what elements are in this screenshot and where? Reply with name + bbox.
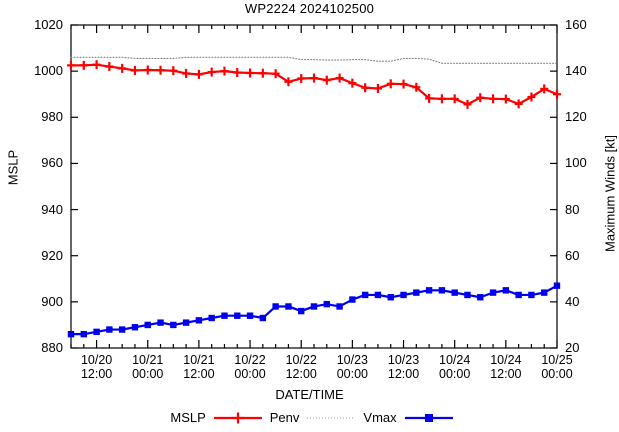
x-tick-date: 10/23 — [387, 353, 420, 367]
x-tick-date: 10/24 — [439, 353, 471, 367]
y-tick-label-right: 100 — [565, 155, 587, 171]
x-tick-label: 10/22 12:00 — [266, 353, 336, 381]
y-tick-label-right: 80 — [565, 201, 580, 217]
x-tick-date: 10/22 — [285, 353, 317, 367]
x-tick-label: 10/24 00:00 — [420, 353, 490, 381]
x-tick-label: 10/24 12:00 — [471, 353, 541, 381]
x-tick-date: 10/22 — [234, 353, 266, 367]
x-tick-time: 00:00 — [439, 367, 471, 381]
y-tick-label-right: 160 — [565, 17, 587, 32]
x-tick-label: 10/20 12:00 — [62, 353, 132, 381]
legend-label-mslp: MSLP — [170, 410, 206, 425]
x-tick-label: 10/21 00:00 — [113, 353, 183, 381]
x-tick-time: 12:00 — [387, 367, 420, 381]
x-axis-label: DATE/TIME — [275, 387, 344, 402]
legend-sample-penv — [305, 411, 357, 425]
x-tick-time: 00:00 — [234, 367, 266, 381]
y-tick-label-left: 960 — [41, 155, 63, 171]
y-tick-label-right: 60 — [565, 247, 580, 263]
y-tick-label-left: 1020 — [34, 17, 63, 32]
x-tick-label: 10/23 00:00 — [317, 353, 387, 381]
y-tick-label-left: 1000 — [34, 63, 63, 79]
x-tick-date: 10/25 — [541, 353, 573, 367]
x-tick-label: 10/21 12:00 — [164, 353, 234, 381]
x-tick-time: 00:00 — [336, 367, 368, 381]
y-tick-label-left: 900 — [41, 293, 63, 309]
y-tick-label-right: 20 — [565, 340, 580, 355]
y-tick-label-right: 120 — [565, 109, 587, 125]
x-tick-label: 10/25 00:00 — [522, 353, 592, 381]
legend-label-penv: Penv — [269, 410, 300, 425]
legend-label-vmax: Vmax — [363, 410, 397, 425]
legend-sample-mslp — [212, 411, 264, 425]
x-tick-time: 00:00 — [541, 367, 573, 381]
y-tick-label-left: 880 — [41, 340, 63, 355]
y-tick-label-left: 980 — [41, 109, 63, 125]
x-tick-time: 12:00 — [490, 367, 522, 381]
x-tick-time: 00:00 — [132, 367, 164, 381]
y-tick-label-right: 40 — [565, 293, 580, 309]
chart-title: WP2224 2024102500 — [244, 1, 375, 16]
y-tick-label-left: 940 — [41, 201, 63, 217]
legend-sample-vmax — [403, 411, 455, 425]
y-tick-label-right: 140 — [565, 63, 587, 79]
x-tick-time: 12:00 — [183, 367, 215, 381]
chart-legend: MSLP Penv Vmax — [0, 410, 619, 425]
x-tick-date: 10/21 — [183, 353, 215, 367]
x-tick-date: 10/23 — [336, 353, 368, 367]
x-tick-label: 10/22 00:00 — [215, 353, 285, 381]
x-tick-label: 10/23 12:00 — [369, 353, 439, 381]
x-tick-time: 12:00 — [80, 367, 113, 381]
x-tick-date: 10/20 — [80, 353, 113, 367]
y-tick-label-left: 920 — [41, 247, 63, 263]
x-tick-time: 12:00 — [285, 367, 317, 381]
x-tick-date: 10/24 — [490, 353, 522, 367]
x-tick-date: 10/21 — [132, 353, 164, 367]
